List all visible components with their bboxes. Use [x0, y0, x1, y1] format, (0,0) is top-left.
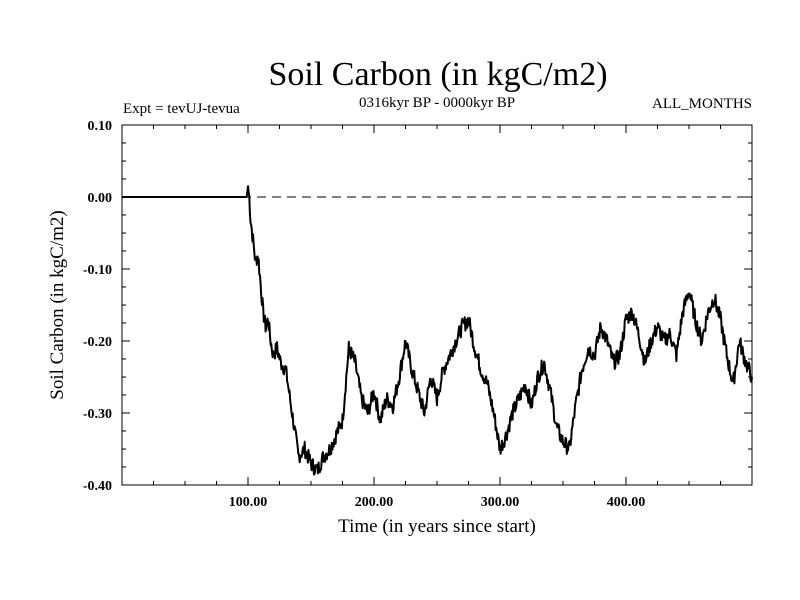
plot-frame — [121, 124, 753, 486]
y-tick-label: -0.10 — [83, 263, 112, 278]
x-tick-label: 200.00 — [355, 495, 394, 510]
x-tick-labels: 100.00 200.00 300.00 400.00 — [229, 495, 646, 510]
x-tick-label: 100.00 — [229, 495, 268, 510]
y-axis-label: Soil Carbon (in kgC/m2) — [47, 210, 68, 399]
x-tick-label: 400.00 — [607, 495, 646, 510]
tick-marks — [122, 124, 752, 486]
y-tick-label: -0.40 — [83, 479, 112, 494]
y-tick-label: 0.00 — [88, 191, 113, 206]
period-label: 0316kyr BP - 0000kyr BP — [359, 95, 515, 111]
season-label: ALL_MONTHS — [652, 96, 752, 112]
series-line — [122, 185, 753, 476]
y-tick-label: -0.30 — [83, 407, 112, 422]
y-tick-label: -0.20 — [83, 335, 112, 350]
x-axis-label: Time (in years since start) — [338, 516, 536, 537]
y-tick-labels: 0.10 0.00 -0.10 -0.20 -0.30 -0.40 — [83, 119, 112, 494]
chart-title: Soil Carbon (in kgC/m2) — [268, 56, 607, 93]
y-tick-label: 0.10 — [88, 119, 113, 134]
x-tick-label: 300.00 — [481, 495, 520, 510]
experiment-label: Expt = tevUJ-tevua — [123, 101, 240, 117]
